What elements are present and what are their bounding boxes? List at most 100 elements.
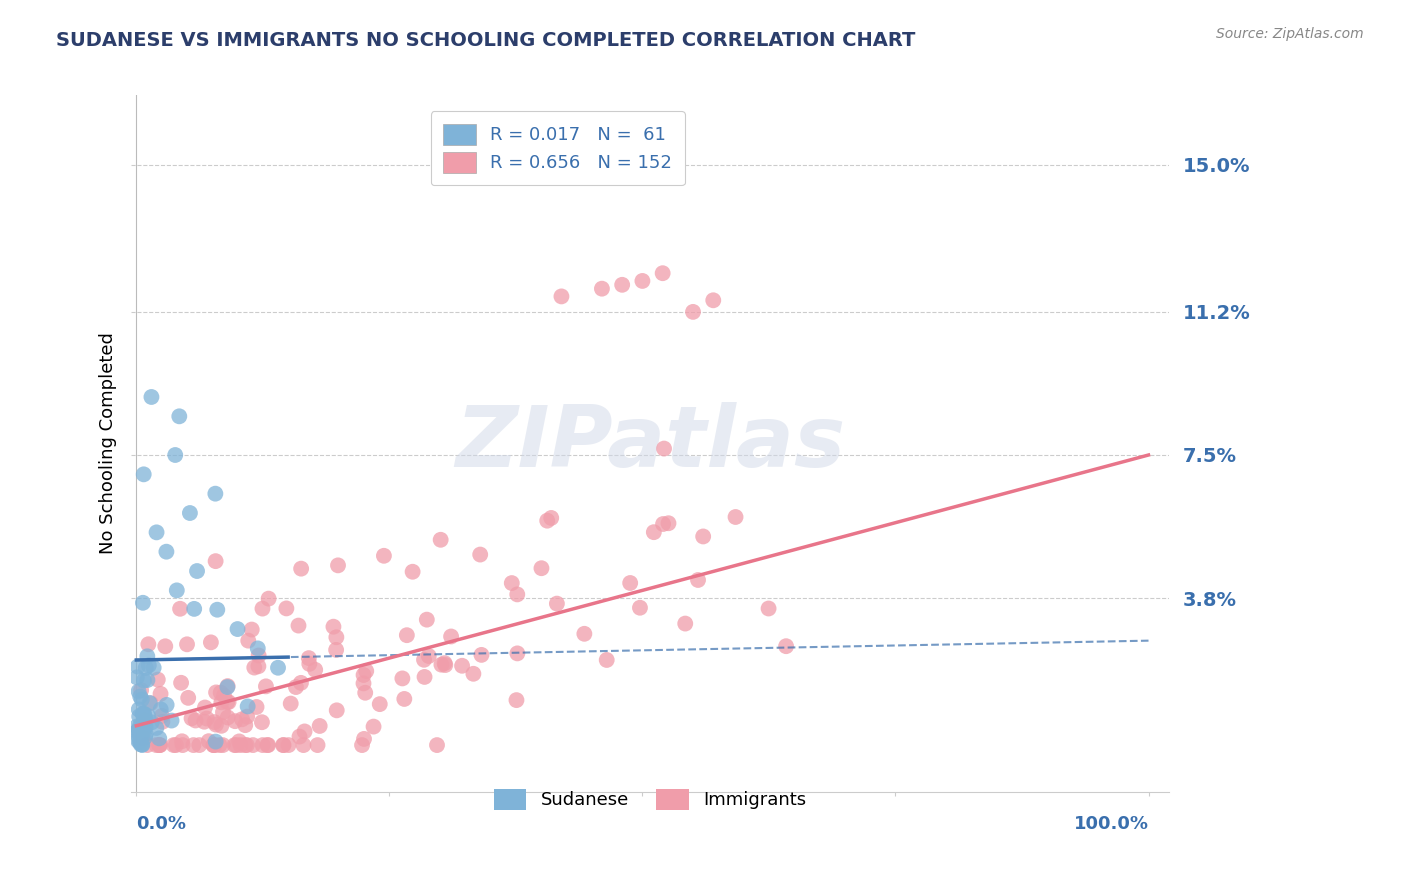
Point — [267, 661, 290, 675]
Point — [652, 442, 675, 456]
Point — [429, 533, 451, 547]
Point — [294, 724, 316, 739]
Point — [217, 710, 239, 724]
Point — [163, 738, 186, 752]
Point — [132, 467, 155, 482]
Point — [236, 709, 259, 723]
Point — [131, 738, 153, 752]
Point — [430, 657, 453, 672]
Point — [204, 734, 226, 748]
Point — [433, 656, 456, 670]
Point — [125, 724, 148, 739]
Point — [246, 641, 269, 656]
Point — [395, 628, 418, 642]
Point — [128, 709, 150, 723]
Point — [134, 713, 156, 727]
Point — [692, 529, 714, 543]
Point — [150, 714, 173, 729]
Point — [148, 738, 170, 752]
Point — [148, 738, 170, 752]
Point — [129, 728, 152, 742]
Point — [308, 719, 330, 733]
Point — [325, 630, 347, 644]
Point — [276, 601, 298, 615]
Point — [224, 714, 246, 728]
Point — [238, 633, 260, 648]
Point — [596, 653, 619, 667]
Point — [292, 738, 315, 752]
Point — [202, 738, 225, 752]
Point — [211, 738, 233, 752]
Point — [131, 725, 153, 739]
Point — [271, 738, 294, 752]
Point — [149, 738, 172, 752]
Point — [252, 738, 274, 752]
Point — [225, 738, 247, 752]
Point — [136, 709, 159, 723]
Point — [619, 576, 641, 591]
Point — [652, 516, 675, 531]
Point — [353, 676, 375, 690]
Point — [252, 601, 274, 615]
Point — [131, 706, 153, 721]
Point — [209, 685, 232, 699]
Point — [245, 700, 267, 714]
Point — [134, 731, 156, 745]
Point — [194, 700, 217, 714]
Point — [217, 680, 239, 694]
Point — [169, 601, 191, 615]
Point — [138, 658, 160, 673]
Point — [132, 596, 155, 610]
Point — [451, 658, 474, 673]
Point — [204, 738, 226, 752]
Point — [166, 583, 188, 598]
Point — [256, 738, 278, 752]
Point — [217, 679, 239, 693]
Point — [470, 548, 492, 562]
Point — [217, 695, 239, 709]
Point — [240, 623, 263, 637]
Point — [353, 731, 375, 746]
Point — [591, 282, 613, 296]
Point — [277, 738, 299, 752]
Point — [129, 690, 152, 704]
Point — [184, 714, 207, 728]
Point — [138, 696, 160, 710]
Point — [156, 698, 179, 712]
Point — [628, 600, 651, 615]
Point — [229, 738, 252, 752]
Point — [150, 709, 173, 723]
Point — [284, 680, 307, 694]
Point — [506, 587, 529, 601]
Point — [132, 706, 155, 721]
Point — [179, 506, 201, 520]
Point — [129, 683, 152, 698]
Point — [243, 660, 266, 674]
Point — [170, 734, 193, 748]
Point — [131, 692, 153, 706]
Point — [127, 659, 149, 673]
Point — [155, 640, 177, 654]
Point — [505, 693, 527, 707]
Point — [204, 486, 226, 500]
Point — [129, 737, 152, 751]
Point — [416, 613, 439, 627]
Legend: Sudanese, Immigrants: Sudanese, Immigrants — [479, 774, 821, 824]
Point — [273, 738, 295, 752]
Point — [224, 738, 246, 752]
Point — [131, 738, 153, 752]
Point — [631, 274, 654, 288]
Point — [135, 712, 157, 726]
Point — [128, 735, 150, 749]
Point — [165, 738, 187, 752]
Point — [169, 409, 191, 424]
Point — [141, 390, 163, 404]
Point — [142, 661, 165, 675]
Point — [651, 266, 673, 280]
Point — [350, 738, 373, 752]
Point — [368, 697, 391, 711]
Point — [135, 727, 157, 741]
Point — [290, 676, 312, 690]
Point — [463, 666, 485, 681]
Point — [682, 305, 704, 319]
